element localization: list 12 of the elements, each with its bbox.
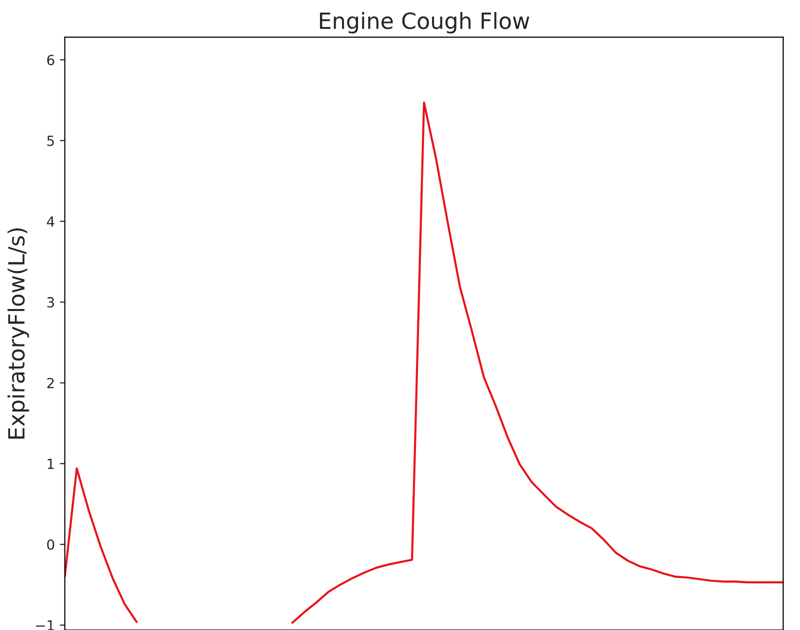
y-tick-label: 3 bbox=[47, 297, 54, 308]
line-series bbox=[64, 467, 138, 623]
y-tick-label: 0 bbox=[47, 539, 54, 550]
y-tick-label: 6 bbox=[47, 54, 54, 66]
y-tick-label: 5 bbox=[47, 136, 54, 146]
chart-title: Engine Cough Flow bbox=[320, 12, 530, 34]
y-tick-label: 4 bbox=[46, 216, 54, 227]
y-axis-title: ExpiratoryFlow(L/s) bbox=[8, 228, 30, 439]
line-series bbox=[291, 102, 784, 624]
y-tick-label: −1 bbox=[36, 620, 54, 630]
y-tick-label: 2 bbox=[47, 378, 54, 388]
y-tick-label: 1 bbox=[48, 458, 54, 469]
